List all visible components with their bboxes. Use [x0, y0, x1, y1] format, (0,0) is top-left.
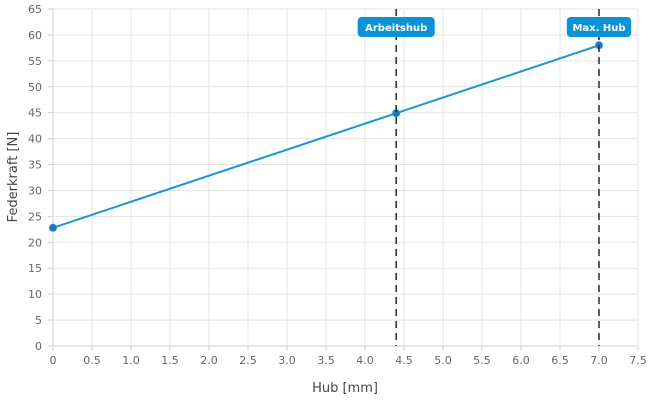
axes [48, 8, 639, 351]
y-tick-label: 65 [28, 3, 42, 16]
y-tick-label: 0 [35, 340, 42, 353]
grid [53, 8, 639, 346]
y-tick-label: 35 [28, 159, 42, 172]
x-tick-label: 7.5 [629, 354, 647, 367]
x-tick-label: 2.5 [239, 354, 257, 367]
data-point [49, 223, 57, 232]
x-tick-label: 4.0 [356, 354, 374, 367]
y-tick-label: 5 [35, 314, 42, 327]
y-tick-label: 50 [28, 81, 42, 94]
marker-badge [566, 17, 632, 37]
y-tick-label: 40 [28, 133, 42, 146]
x-tick-label: 0.5 [83, 354, 101, 367]
marker-label: Max. Hub [572, 23, 625, 34]
x-axis-label: Hub [mm] [312, 381, 378, 396]
x-tick-label: 1.5 [161, 354, 179, 367]
x-tick-label: 3.5 [317, 354, 335, 367]
x-tick-label: 1.0 [122, 354, 140, 367]
x-tick-label: 4.5 [395, 354, 413, 367]
x-tick-labels: 0 0.5 1.0 1.5 2.0 2.5 3.0 3.5 4.0 4.5 5.0 5.5 6.0 6.5… [50, 354, 647, 367]
x-tick-label: 6.0 [512, 354, 530, 367]
y-tick-label: 25 [28, 210, 42, 223]
y-tick-label: 60 [28, 29, 42, 42]
y-tick-label: 10 [28, 288, 42, 301]
y-tick-label: 55 [28, 55, 42, 68]
series [49, 41, 603, 232]
y-axis-label: Federkraft [N] [6, 132, 21, 223]
y-tick-labels: 0 5 10 15 20 25 30 35 40 45 50 55 60 65 [28, 3, 42, 353]
x-tick-label: 5.5 [473, 354, 491, 367]
x-tick-label: 7.0 [590, 354, 608, 367]
markers: Arbeitshub Max. Hub [357, 9, 632, 346]
x-tick-label: 6.5 [551, 354, 569, 367]
y-tick-label: 20 [28, 236, 42, 249]
y-tick-label: 45 [28, 107, 42, 120]
marker-label: Arbeitshub [365, 23, 427, 34]
x-tick-label: 2.0 [200, 354, 218, 367]
x-tick-label: 0 [50, 354, 57, 367]
x-tick-label: 5.0 [434, 354, 452, 367]
marker-badge [357, 17, 435, 37]
x-tick-label: 3.0 [278, 354, 296, 367]
y-tick-label: 15 [28, 262, 42, 275]
y-tick-label: 30 [28, 184, 42, 197]
